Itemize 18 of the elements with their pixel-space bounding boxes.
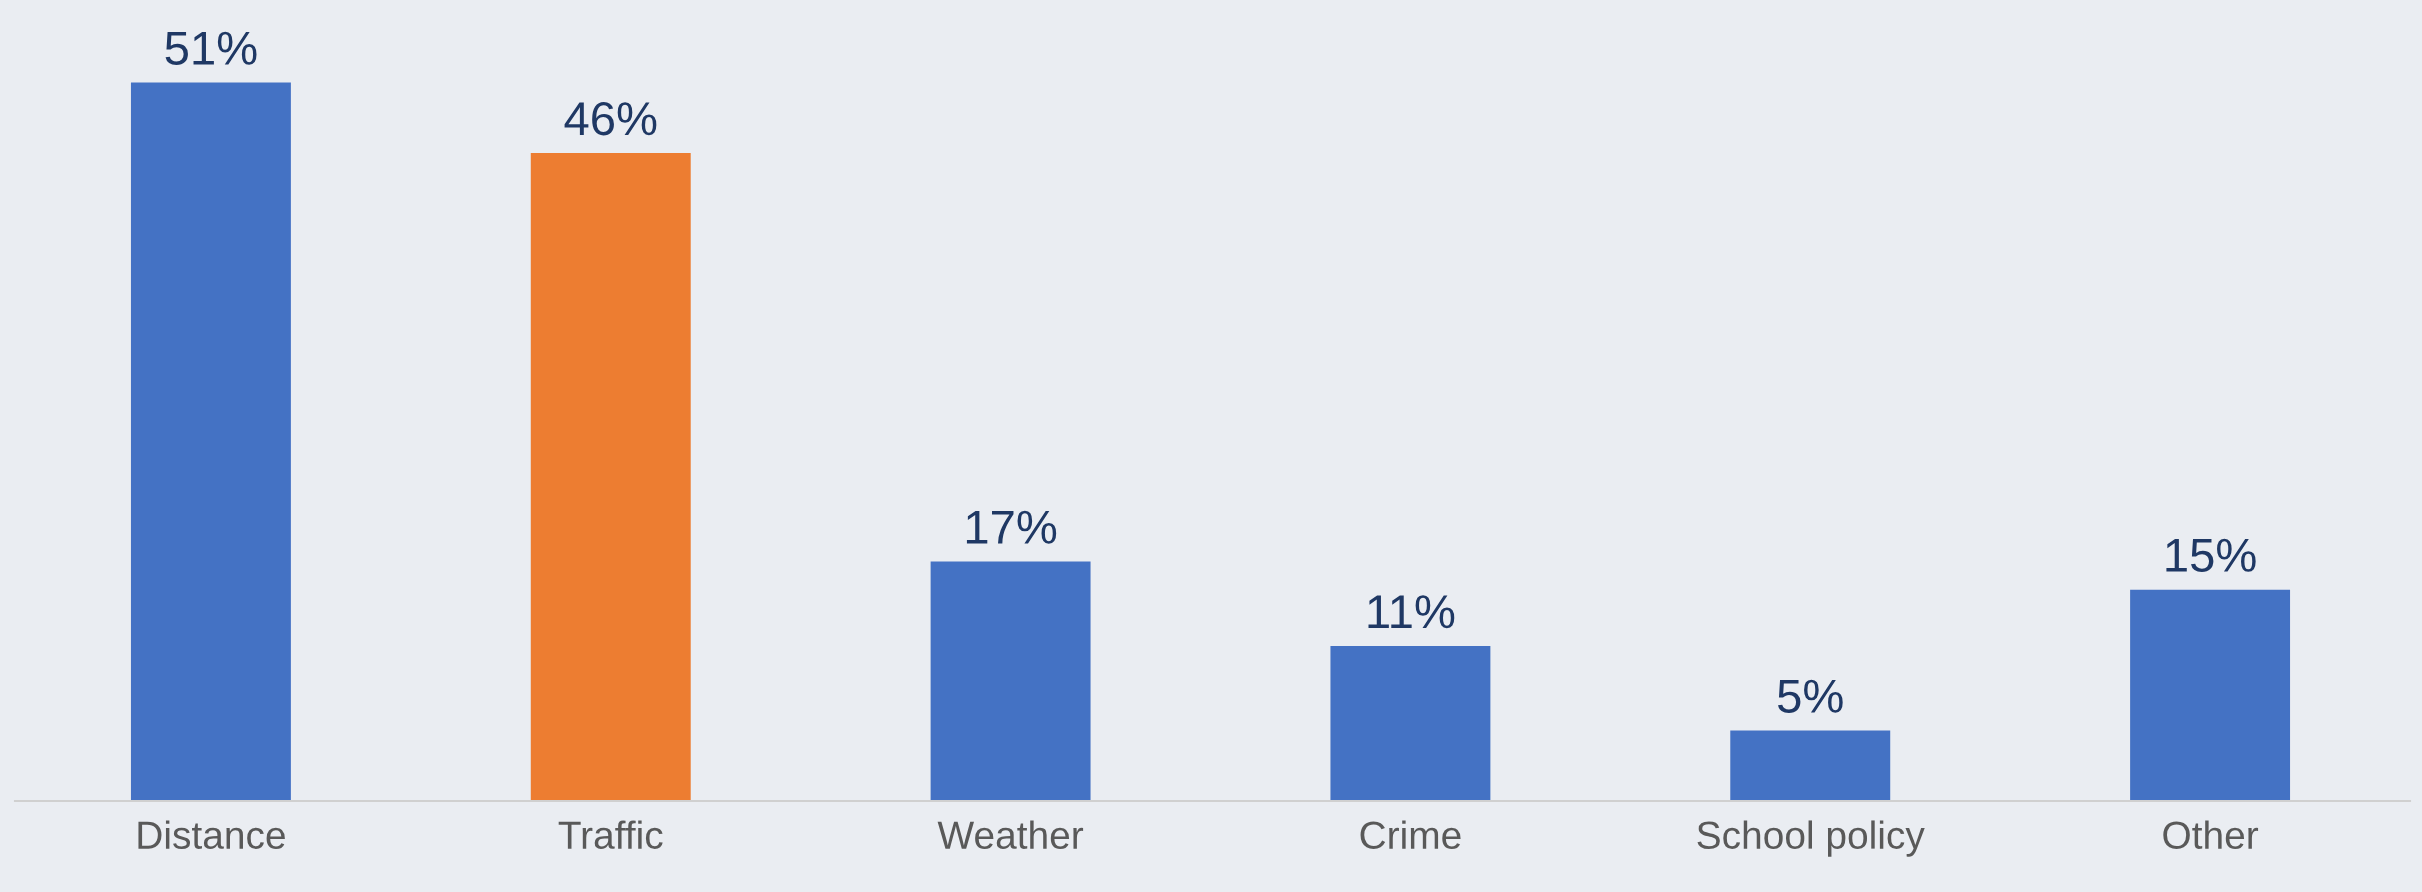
x-tick-label: Traffic xyxy=(558,820,663,850)
x-tick-label: Weather xyxy=(937,820,1084,850)
data-label: 17% xyxy=(966,510,1057,544)
data-label: 5% xyxy=(1778,679,1843,713)
data-label: 15% xyxy=(2166,538,2256,573)
data-label: 46% xyxy=(564,101,657,136)
bar xyxy=(130,82,291,801)
data-label: 51% xyxy=(165,31,257,65)
x-tick-label: Distance xyxy=(138,820,285,850)
x-tick-label: School policy xyxy=(1697,820,1925,857)
x-tick-label: Crime xyxy=(1360,820,1461,850)
bar xyxy=(2130,589,2291,801)
bar xyxy=(930,561,1091,801)
bar xyxy=(1330,646,1491,801)
data-label: 11% xyxy=(1368,595,1455,629)
bar xyxy=(530,153,691,801)
bar xyxy=(1730,730,1891,801)
x-tick-label: Other xyxy=(2163,820,2259,850)
